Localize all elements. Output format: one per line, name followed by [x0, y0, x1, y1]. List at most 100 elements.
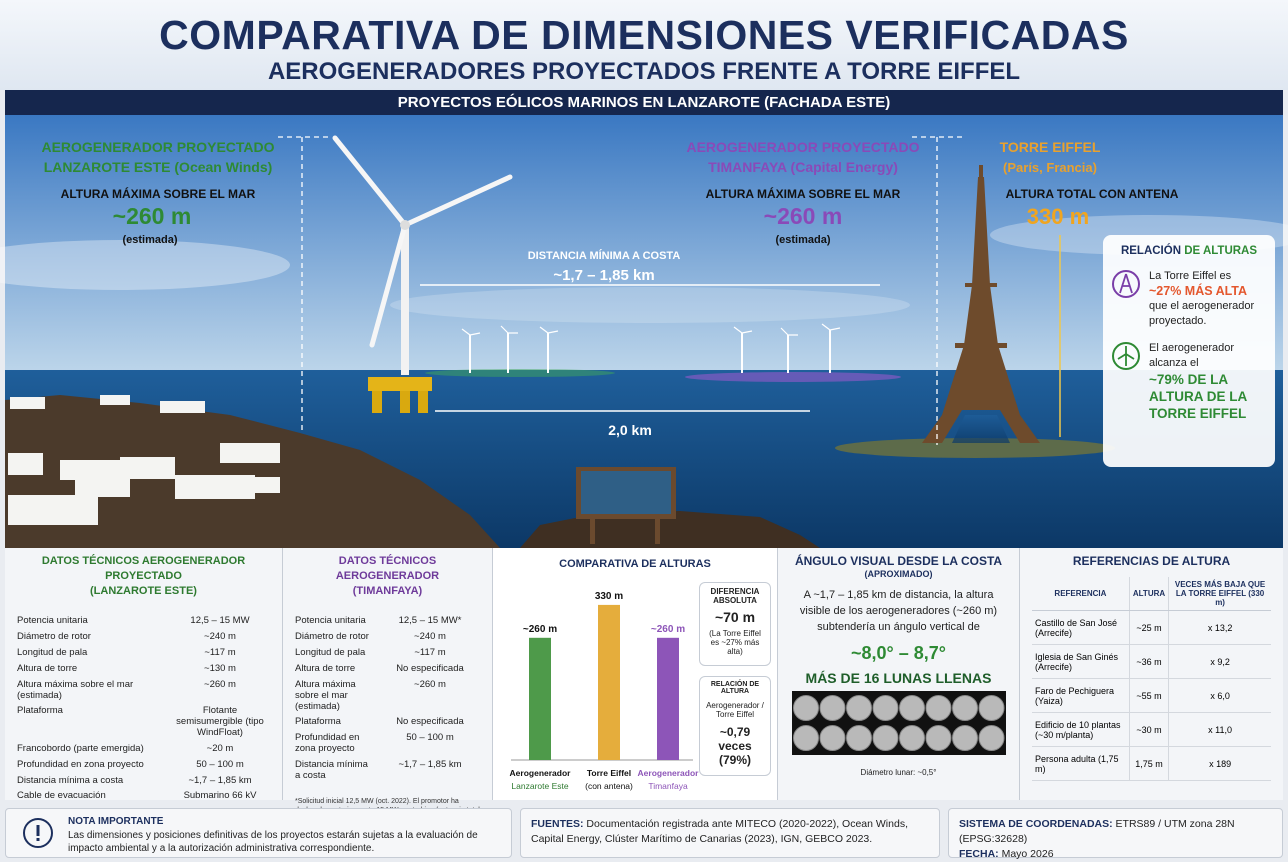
- page: {"header":{"title":"COMPARATIVA DE DIMEN…: [0, 0, 1288, 862]
- sources-text: Documentación registrada ante MITECO (20…: [531, 818, 908, 845]
- distance-label: DISTANCIA MÍNIMA A COSTA: [528, 249, 681, 262]
- text: A ~1,7 – 1,85 km de distancia, la altura…: [790, 587, 1007, 635]
- reference-cell: x 9,2: [1169, 645, 1271, 679]
- spec-value: No especificada: [380, 663, 480, 674]
- left-title: LANZAROTE ESTE (Ocean Winds): [44, 159, 273, 175]
- note-box: NOTA IMPORTANTE Las dimensiones y posici…: [5, 808, 512, 858]
- text: ~27% MÁS ALTA: [1149, 284, 1254, 299]
- spec-row: Altura máxima sobre el mar (estimada)~26…: [17, 676, 270, 703]
- relation-title: RELACIÓN DE ALTURAS: [1111, 245, 1267, 257]
- spacing-value: 2,0 km: [608, 422, 652, 438]
- spec-value: ~1,7 – 1,85 km: [380, 759, 480, 781]
- warning-icon: [22, 817, 54, 849]
- text: (TIMANFAYA): [295, 584, 480, 599]
- panel-heights: COMPARATIVA DE ALTURAS ~260 mAerogenerad…: [493, 548, 778, 800]
- spec-value: 12,5 – 15 MW: [170, 615, 270, 626]
- subtitle: AEROGENERADORES PROYECTADOS FRENTE A TOR…: [0, 58, 1288, 86]
- spec-label: Altura de torre: [295, 663, 380, 674]
- bar-label: ~260 m: [651, 624, 685, 635]
- spec-label: Plataforma: [295, 716, 380, 727]
- header-cell: ALTURA: [1129, 577, 1168, 611]
- moon: [793, 696, 818, 721]
- reference-row: Persona adulta (1,75 m)1,75 mx 189: [1032, 747, 1271, 781]
- category-sublabel: Timanfaya: [648, 781, 688, 791]
- text: Aerogenerador / Torre Eiffel: [704, 701, 766, 719]
- relation-text: El aerogenerador alcanza el ~79% DE LA A…: [1149, 341, 1247, 422]
- spec-row: Altura de torre~130 m: [17, 660, 270, 676]
- spec-label: Diámetro de rotor: [295, 631, 380, 642]
- bar: [657, 638, 679, 760]
- spec-value: Flotante semisumergible (tipo WindFloat): [170, 705, 270, 738]
- text: (LANZAROTE ESTE): [17, 584, 270, 599]
- middle-value: ~260 m: [764, 203, 843, 229]
- spec-label: Longitud de pala: [295, 647, 380, 658]
- left-caption: ALTURA MÁXIMA SOBRE EL MAR: [61, 186, 256, 201]
- spec-label: Longitud de pala: [17, 647, 170, 658]
- title: COMPARATIVA DE DIMENSIONES VERIFICADAS: [0, 12, 1288, 59]
- subtitle: (APROXIMADO): [790, 569, 1007, 579]
- text: (La Torre Eiffel es ~27% más alta): [704, 629, 766, 656]
- icon: [1111, 269, 1141, 299]
- moon: [820, 726, 845, 751]
- date: FECHA: Mayo 2026: [959, 847, 1272, 862]
- reference-row: Edificio de 10 plantas (~30 m/planta)~30…: [1032, 713, 1271, 747]
- spec-value: ~20 m: [170, 743, 270, 754]
- spec-row: Longitud de pala~117 m: [17, 645, 270, 661]
- spec-row: Distancia mínima a costa~1,7 – 1,85 km: [295, 756, 480, 783]
- sign-map: [581, 471, 671, 514]
- spec-value: 50 – 100 m: [170, 759, 270, 770]
- category-label: Aerogenerador: [510, 768, 572, 778]
- panel-title: DATOS TÉCNICOS AEROGENERADOR PROYECTADO(…: [17, 554, 270, 599]
- reference-cell: x 13,2: [1169, 611, 1271, 645]
- text: alcanza el: [1149, 356, 1247, 371]
- text: TORRE EIFFEL: [1149, 405, 1247, 422]
- text: DATOS TÉCNICOS AEROGENERADOR PROYECTADO: [17, 554, 270, 584]
- zone: [425, 369, 615, 377]
- note-text: Las dimensiones y posiciones definitivas…: [68, 829, 501, 855]
- moon: [926, 726, 951, 751]
- panel-title: ÁNGULO VISUAL DESDE LA COSTA: [790, 554, 1007, 569]
- text: La Torre Eiffel es: [1149, 269, 1254, 284]
- reference-cell: ~55 m: [1129, 679, 1168, 713]
- reference-cell: Castillo de San José (Arrecife): [1032, 611, 1129, 645]
- moons-label: MÁS DE 16 LUNAS LLENAS: [790, 670, 1007, 686]
- category-sublabel: (con antena): [585, 781, 633, 791]
- moon: [979, 696, 1004, 721]
- scene: AEROGENERADOR PROYECTADO LANZAROTE ESTE …: [0, 115, 1288, 548]
- panel-title: DATOS TÉCNICOS AEROGENERADOR(TIMANFAYA): [295, 554, 480, 599]
- ratio-box: RELACIÓN DE ALTURA Aerogenerador / Torre…: [699, 676, 771, 776]
- spec-row: Profundidad en zona proyecto50 – 100 m: [17, 756, 270, 772]
- category-sublabel: Lanzarote Este: [511, 781, 568, 791]
- moon: [846, 696, 871, 721]
- spec-label: Cable de evacuación: [17, 790, 170, 801]
- right-caption: ALTURA TOTAL CON ANTENA: [1006, 187, 1179, 201]
- relation-item: La Torre Eiffel es ~27% MÁS ALTA que el …: [1111, 269, 1267, 329]
- text: (79%): [704, 753, 766, 767]
- banner: PROYECTOS EÓLICOS MARINOS EN LANZAROTE (…: [5, 90, 1283, 115]
- zone: [685, 372, 901, 382]
- spec-value: No especificada: [380, 716, 480, 727]
- header-cell: VECES MÁS BAJA QUE LA TORRE EIFFEL (330 …: [1169, 577, 1271, 611]
- spec-label: Profundidad en zona proyecto: [295, 732, 380, 754]
- spec-label: Profundidad en zona proyecto: [17, 759, 170, 770]
- reference-cell: ~36 m: [1129, 645, 1168, 679]
- category-label: Torre Eiffel: [587, 768, 631, 778]
- angle-value: ~8,0° – 8,7°: [790, 643, 1007, 664]
- date-label: FECHA:: [959, 848, 999, 860]
- spec-label: Potencia unitaria: [17, 615, 170, 626]
- reference-row: Iglesia de San Ginés (Arrecife)~36 mx 9,…: [1032, 645, 1271, 679]
- spec-label: Altura máxima sobre el mar (estimada): [17, 679, 170, 701]
- text: DATOS TÉCNICOS AEROGENERADOR: [295, 554, 480, 584]
- sign-post: [655, 519, 660, 544]
- moon: [846, 726, 871, 751]
- relation-title-a: RELACIÓN: [1121, 245, 1181, 257]
- spec-value: 50 – 100 m: [380, 732, 480, 754]
- relation-text: La Torre Eiffel es ~27% MÁS ALTA que el …: [1149, 269, 1254, 329]
- moon: [926, 696, 951, 721]
